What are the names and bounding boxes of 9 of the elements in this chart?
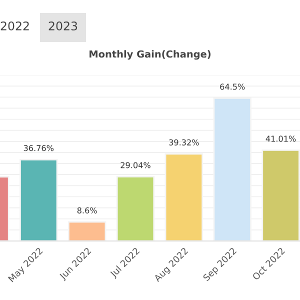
text: 2023 (48, 21, 78, 30)
data-label: 29.04% (120, 162, 150, 168)
data-label: 39.32% (169, 139, 199, 146)
data-label: 41.01% (266, 136, 296, 142)
data-label: 64.5% (220, 84, 245, 90)
chart-title: Monthly Gain(Change) (90, 50, 210, 60)
data-label: 36.76% (24, 145, 54, 152)
data-label: 8.6% (77, 207, 97, 214)
text: 2022 (0, 21, 29, 30)
